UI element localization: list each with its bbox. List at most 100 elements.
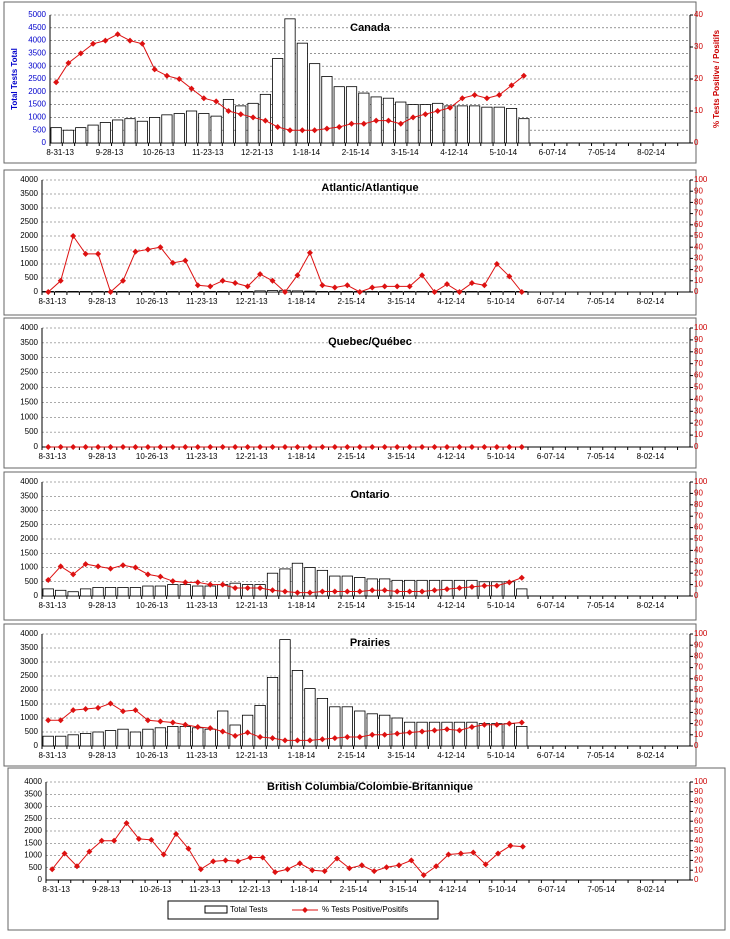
x-tick-label: 12-21-13: [236, 452, 269, 461]
y-tick-label: 1500: [20, 397, 38, 406]
marker: [394, 283, 401, 290]
marker: [348, 120, 355, 127]
bar: [481, 106, 493, 144]
marker: [144, 717, 151, 724]
bar: [129, 587, 142, 597]
marker: [369, 731, 376, 738]
marker: [111, 837, 118, 844]
bar: [516, 588, 528, 597]
y2-tick-label: 70: [694, 209, 703, 218]
marker: [431, 444, 438, 450]
bar: [142, 728, 154, 747]
y2-tick-label: 10: [694, 430, 703, 439]
bar: [291, 562, 304, 597]
marker: [306, 444, 313, 450]
marker: [323, 125, 330, 132]
bar: [254, 290, 266, 293]
bar: [117, 587, 129, 597]
bar: [235, 105, 247, 144]
marker: [49, 866, 56, 873]
bar: [87, 124, 99, 144]
x-tick-label: 4-12-14: [439, 885, 467, 894]
y2-tick-label: 40: [694, 10, 703, 19]
y-tick-label: 3000: [20, 203, 38, 212]
marker: [194, 444, 201, 450]
bar: [136, 120, 148, 144]
bar: [491, 581, 503, 597]
x-tick-label: 2-15-14: [338, 751, 366, 760]
marker: [237, 111, 244, 118]
marker: [163, 72, 170, 79]
x-tick-label: 7-05-14: [587, 885, 615, 894]
y2-tick-label: 100: [694, 175, 708, 184]
marker: [331, 284, 338, 291]
bar: [333, 86, 345, 144]
y2-tick-label: 0: [694, 741, 699, 750]
x-tick-label: 10-26-13: [136, 751, 169, 760]
marker: [269, 444, 276, 450]
y-tick-label: 3500: [20, 338, 38, 347]
y-tick-label: 2000: [24, 826, 42, 835]
y2-tick-label: 0: [694, 875, 699, 884]
x-tick-label: 12-21-13: [236, 601, 269, 610]
marker: [219, 277, 226, 284]
marker: [483, 95, 490, 102]
y-tick-label: 3000: [20, 506, 38, 515]
marker: [434, 108, 441, 114]
x-tick-label: 3-15-14: [389, 885, 417, 894]
y2-tick-label: 40: [694, 546, 703, 555]
marker: [385, 117, 392, 124]
marker: [344, 588, 351, 595]
marker: [102, 37, 109, 44]
marker: [57, 277, 64, 284]
y2-tick-label: 100: [694, 323, 708, 332]
bar: [291, 670, 304, 747]
x-tick-label: 11-23-13: [186, 751, 218, 760]
y-tick-label: 2500: [20, 368, 38, 377]
x-tick-label: 8-31-13: [42, 885, 70, 894]
marker: [356, 588, 363, 595]
marker: [225, 108, 232, 114]
y2-tick-label: 90: [694, 186, 703, 195]
bar: [503, 723, 515, 747]
marker: [120, 277, 126, 284]
y-tick-label: 3000: [24, 802, 42, 811]
bar: [142, 585, 154, 597]
y2-tick-label: 30: [694, 42, 703, 51]
bar: [341, 575, 353, 597]
y2-tick-label: 20: [694, 74, 703, 83]
x-tick-label: 10-26-13: [139, 885, 172, 894]
y2-tick-label: 70: [694, 359, 703, 368]
marker: [73, 863, 80, 870]
marker: [306, 589, 313, 596]
marker: [381, 587, 388, 594]
bar: [198, 113, 210, 144]
y2-tick-label: 0: [694, 442, 699, 451]
marker: [334, 855, 341, 862]
x-tick-label: 5-10-14: [487, 601, 515, 610]
marker: [282, 289, 288, 295]
marker: [157, 718, 164, 725]
bar: [67, 291, 79, 293]
x-tick-label: 3-15-14: [387, 452, 415, 461]
y-tick-label: 1500: [20, 548, 38, 557]
y2-tick-label: 20: [694, 418, 703, 427]
bar: [284, 18, 296, 144]
marker: [144, 246, 151, 253]
bar: [241, 291, 254, 293]
marker: [207, 581, 214, 588]
bar: [210, 115, 222, 144]
y2-tick-label: 90: [694, 335, 703, 344]
y2-tick-label: 10: [694, 580, 703, 589]
x-tick-label: 1-18-14: [288, 751, 316, 760]
marker: [470, 849, 477, 856]
marker: [194, 723, 201, 730]
x-tick-label: 8-02-14: [637, 452, 665, 461]
marker: [431, 289, 438, 295]
marker: [406, 283, 413, 290]
x-tick-label: 8-31-13: [38, 601, 66, 610]
y2-tick-label: 80: [694, 347, 703, 356]
marker: [144, 571, 151, 578]
x-tick-label: 3-15-14: [387, 297, 415, 306]
marker: [173, 830, 180, 837]
